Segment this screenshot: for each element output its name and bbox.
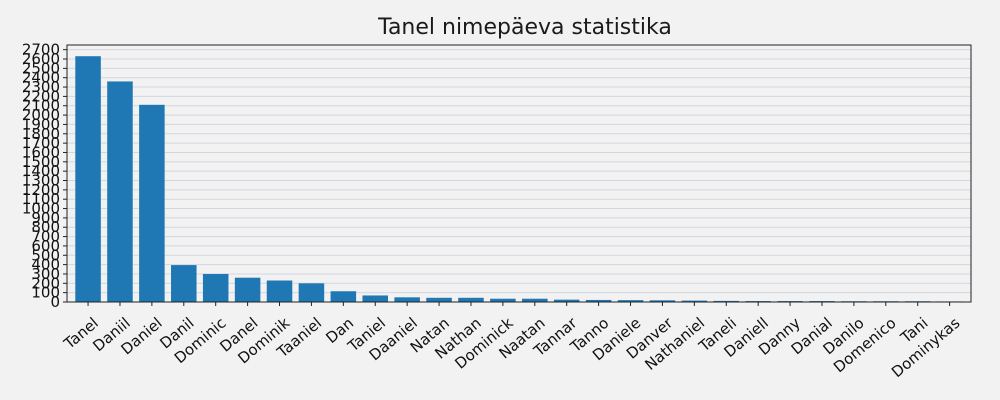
y-tick-label: 1200 <box>22 181 60 199</box>
bar-daniele <box>617 300 644 302</box>
bar-danel <box>234 277 261 302</box>
y-tick-label: 700 <box>31 228 60 246</box>
chart-title: Tanel nimepäeva statistika <box>377 15 672 40</box>
bar-dan <box>330 291 357 302</box>
y-tick-label: 500 <box>31 246 60 264</box>
y-tick-label: 200 <box>31 274 60 292</box>
y-tick-label: 1500 <box>22 153 60 171</box>
y-tick-label: 100 <box>31 284 60 302</box>
plot-frame <box>66 44 972 303</box>
bar-naatan <box>522 298 548 302</box>
bar-taneli <box>713 300 740 302</box>
y-tick-label: 2000 <box>22 106 60 124</box>
bar-danil <box>171 265 197 302</box>
y-tick-label: 1600 <box>22 143 60 161</box>
y-tick-label: 2200 <box>22 87 60 105</box>
y-tick-label: 1000 <box>22 200 60 218</box>
bar-danver <box>649 300 676 302</box>
y-tick-label: 2100 <box>22 97 60 115</box>
y-tick-label: 2700 <box>22 41 60 59</box>
bar-daaniel <box>394 297 420 302</box>
bars <box>75 56 963 303</box>
y-tick-label: 1300 <box>22 172 60 190</box>
y-tick-label: 0 <box>50 293 60 311</box>
bar-nathaniel <box>681 300 708 302</box>
y-tick-label: 800 <box>31 218 60 236</box>
y-axis: 0100200300400500600700800900100011001200… <box>22 41 67 311</box>
bar-dominik <box>266 280 293 302</box>
bar-dominic <box>202 273 229 302</box>
y-tick-label: 400 <box>31 256 60 274</box>
bar-tannar <box>553 299 580 302</box>
y-tick-label: 1400 <box>22 162 60 180</box>
bar-daniel <box>139 104 165 302</box>
bar-taaniel <box>298 283 325 302</box>
bar-daniil <box>107 81 133 303</box>
y-tick-label: 2300 <box>22 78 60 96</box>
y-tick-label: 1800 <box>22 125 60 143</box>
bar-tanel <box>75 56 101 303</box>
x-axis: TanelDaniilDanielDanilDominicDanelDomini… <box>60 302 964 381</box>
bar-nathan <box>458 297 484 302</box>
y-tick-label: 1100 <box>22 190 60 208</box>
grid-lines <box>67 49 971 303</box>
y-tick-label: 900 <box>31 209 60 227</box>
y-tick-label: 2600 <box>22 50 60 68</box>
y-tick-label: 2400 <box>22 69 60 87</box>
bar-taniel <box>362 295 389 302</box>
y-tick-label: 300 <box>31 265 60 283</box>
y-tick-label: 600 <box>31 237 60 255</box>
bar-natan <box>426 297 452 302</box>
y-tick-label: 2500 <box>22 59 60 77</box>
y-tick-label: 1700 <box>22 134 60 152</box>
bar-dominick <box>490 298 516 302</box>
bar-tanno <box>585 299 612 302</box>
y-tick-label: 1900 <box>22 115 60 133</box>
